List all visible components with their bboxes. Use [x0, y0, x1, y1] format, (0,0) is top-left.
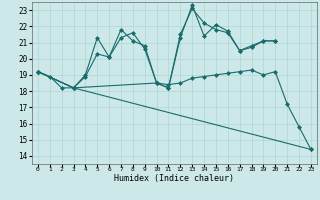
X-axis label: Humidex (Indice chaleur): Humidex (Indice chaleur): [115, 174, 234, 183]
